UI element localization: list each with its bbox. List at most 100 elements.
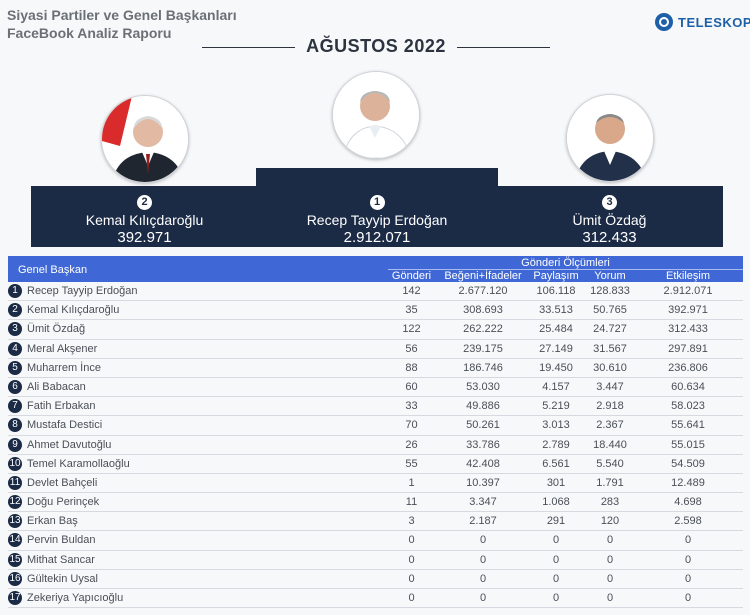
comments-cell: 0 bbox=[606, 534, 614, 547]
shares-cell: 4.157 bbox=[542, 380, 570, 393]
podium-name: Recep Tayyip Erdoğan bbox=[306, 212, 448, 228]
rank-badge: 5 bbox=[8, 360, 22, 375]
table-row: 17 Zekeriya Yapıcıoğlu 0 0 0 0 0 bbox=[8, 589, 743, 609]
person-icon bbox=[102, 96, 188, 182]
shares-cell: 27.149 bbox=[539, 342, 573, 355]
table-row: 13 Erkan Baş 3 2.187 291 120 2.598 bbox=[8, 512, 743, 532]
rank-badge: 7 bbox=[8, 399, 22, 414]
posts-cell: 1 bbox=[408, 476, 415, 489]
leader-name: Mustafa Destici bbox=[27, 419, 103, 432]
posts-cell: 35 bbox=[405, 304, 418, 317]
likes-cell: 49.886 bbox=[466, 400, 500, 413]
shares-cell: 0 bbox=[552, 553, 560, 566]
rank-badge: 1 bbox=[369, 195, 385, 210]
engagement-cell: 55.015 bbox=[671, 438, 705, 451]
shares-cell: 5.219 bbox=[542, 400, 570, 413]
report-title-line1: Siyasi Partiler ve Genel Başkanları bbox=[7, 7, 237, 23]
engagement-cell: 2.598 bbox=[674, 515, 702, 528]
rank-badge: 17 bbox=[8, 591, 22, 605]
comments-cell: 2.367 bbox=[596, 419, 624, 432]
engagement-cell: 0 bbox=[684, 553, 692, 566]
posts-cell: 0 bbox=[408, 534, 415, 547]
comments-cell: 1.791 bbox=[596, 476, 624, 489]
table-row: 12 Doğu Perinçek 11 3.347 1.068 283 4.698 bbox=[8, 493, 743, 513]
comments-cell: 0 bbox=[606, 553, 614, 566]
engagement-cell: 60.634 bbox=[671, 380, 705, 393]
posts-cell: 142 bbox=[402, 285, 421, 297]
table-row: 15 Mithat Sancar 0 0 0 0 0 bbox=[8, 550, 743, 570]
leader-name: Fatih Erbakan bbox=[27, 400, 96, 413]
posts-cell: 0 bbox=[408, 572, 415, 585]
posts-cell: 122 bbox=[402, 323, 421, 336]
engagement-cell: 0 bbox=[684, 534, 692, 547]
likes-cell: 42.408 bbox=[466, 457, 500, 470]
header-group-post-metrics: Gönderi Ölçümleri bbox=[388, 257, 743, 270]
shares-cell: 106.118 bbox=[536, 285, 576, 297]
rank-badge: 6 bbox=[8, 379, 22, 394]
avatar-erdogan bbox=[332, 71, 420, 159]
shares-cell: 1.068 bbox=[542, 496, 570, 509]
engagement-cell: 55.641 bbox=[671, 419, 705, 432]
leader-name: Muharrem İnce bbox=[27, 361, 101, 374]
table-body: 1 Recep Tayyip Erdoğan 142 2.677.120 106.118… bbox=[8, 282, 743, 609]
rank-badge: 14 bbox=[8, 533, 22, 548]
table-row: 7 Fatih Erbakan 33 49.886 5.219 2.918 58.023 bbox=[8, 397, 743, 417]
leader-name: Doğu Perinçek bbox=[27, 496, 100, 509]
leader-name: Recep Tayyip Erdoğan bbox=[27, 285, 138, 297]
comments-cell: 3.447 bbox=[596, 380, 624, 393]
posts-cell: 60 bbox=[405, 380, 418, 393]
header-shares: Paylaşım bbox=[533, 270, 579, 282]
header-leader: Genel Başkan bbox=[18, 264, 88, 276]
posts-cell: 55 bbox=[405, 457, 418, 470]
shares-cell: 0 bbox=[552, 534, 560, 547]
person-icon bbox=[567, 95, 653, 181]
rank-badge: 1 bbox=[8, 284, 22, 298]
likes-cell: 10.397 bbox=[466, 476, 500, 489]
report-title-line2: FaceBook Analiz Raporu bbox=[7, 25, 172, 41]
engagement-cell: 12.489 bbox=[671, 476, 705, 489]
engagement-cell: 312.433 bbox=[668, 323, 708, 336]
comments-cell: 128.833 bbox=[590, 285, 630, 297]
engagement-cell: 297.891 bbox=[668, 342, 708, 355]
table-row: 6 Ali Babacan 60 53.030 4.157 3.447 60.634 bbox=[8, 377, 743, 398]
comments-cell: 0 bbox=[606, 592, 614, 604]
teleskop-logo-icon bbox=[655, 13, 673, 31]
comments-cell: 31.567 bbox=[593, 342, 627, 355]
likes-cell: 0 bbox=[479, 534, 487, 547]
rank-badge: 9 bbox=[8, 437, 22, 452]
table-row: 9 Ahmet Davutoğlu 26 33.786 2.789 18.440 55.01… bbox=[8, 435, 743, 455]
shares-cell: 301 bbox=[546, 476, 566, 489]
likes-cell: 33.786 bbox=[466, 438, 500, 451]
person-icon bbox=[333, 72, 419, 158]
likes-cell: 186.746 bbox=[463, 361, 503, 374]
engagement-cell: 4.698 bbox=[674, 496, 702, 509]
likes-cell: 308.693 bbox=[463, 304, 503, 317]
engagement-cell: 58.023 bbox=[671, 400, 705, 413]
comments-cell: 24.727 bbox=[593, 323, 627, 336]
leader-name: Devlet Bahçeli bbox=[27, 476, 98, 489]
rank-badge: 15 bbox=[8, 552, 22, 567]
table-row: 4 Meral Akşener 56 239.175 27.149 31.567 297.8… bbox=[8, 339, 743, 359]
shares-cell: 19.450 bbox=[539, 361, 573, 374]
leader-name: Ali Babacan bbox=[27, 380, 86, 393]
posts-cell: 26 bbox=[405, 438, 418, 451]
likes-cell: 2.677.120 bbox=[458, 285, 508, 297]
comments-cell: 120 bbox=[600, 515, 620, 528]
posts-cell: 0 bbox=[408, 553, 415, 566]
leader-name: Erkan Baş bbox=[27, 515, 78, 528]
avatar-kilicdaroglu bbox=[101, 95, 189, 183]
posts-cell: 70 bbox=[405, 419, 418, 432]
rank-badge: 2 bbox=[137, 195, 152, 210]
table-header: Genel Başkan Gönderi Ölçümleri Gönderi B… bbox=[8, 256, 743, 282]
header-comments: Yorum bbox=[594, 270, 626, 282]
table-row: 2 Kemal Kılıçdaroğlu 35 308.693 33.513 50.765… bbox=[8, 301, 743, 321]
likes-cell: 239.175 bbox=[463, 342, 503, 355]
rank-badge: 8 bbox=[8, 418, 22, 433]
likes-cell: 0 bbox=[479, 572, 487, 585]
table-row: 16 Gültekin Uysal 0 0 0 0 0 bbox=[8, 569, 743, 589]
comments-cell: 0 bbox=[606, 572, 614, 585]
rank-badge: 3 bbox=[8, 322, 22, 337]
likes-cell: 3.347 bbox=[469, 496, 497, 509]
brand-name: TELESKOP bbox=[678, 14, 750, 30]
leader-name: Kemal Kılıçdaroğlu bbox=[27, 304, 120, 317]
